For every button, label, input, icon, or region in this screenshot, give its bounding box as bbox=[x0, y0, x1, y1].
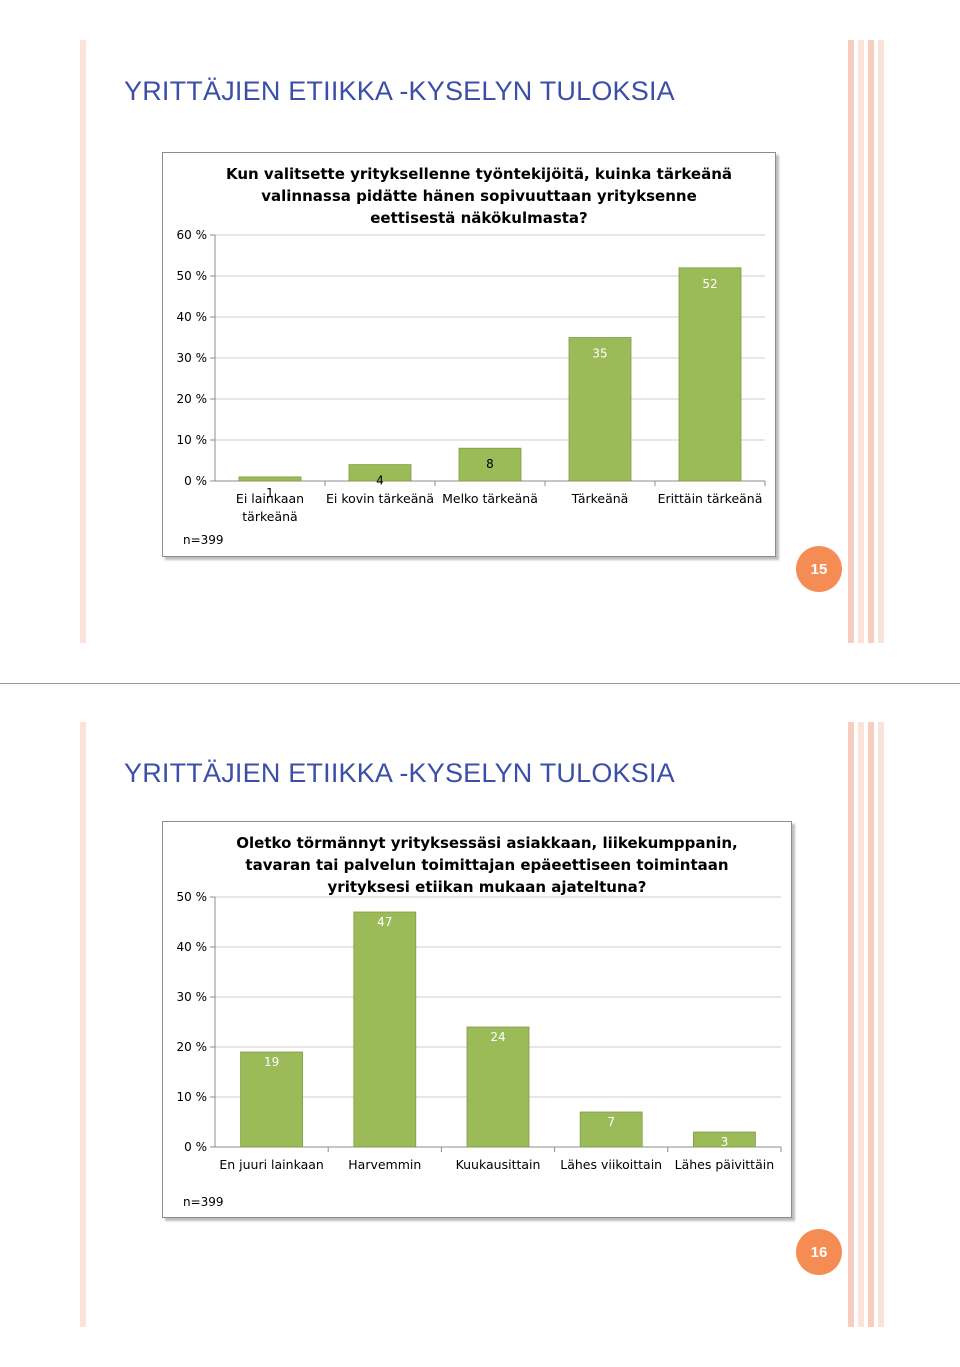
decor-stripe bbox=[858, 722, 864, 1327]
bar bbox=[678, 267, 742, 482]
data-label: 47 bbox=[377, 915, 392, 929]
data-label: 52 bbox=[702, 277, 717, 291]
bar bbox=[458, 447, 522, 482]
decor-stripe bbox=[868, 40, 874, 643]
data-label: 1 bbox=[266, 486, 274, 500]
bar bbox=[348, 464, 412, 482]
category-label: Ei lainkaan bbox=[236, 491, 304, 506]
chart-title: Kun valitsette yrityksellenne työntekijö… bbox=[203, 163, 755, 229]
y-tick-label: 0 % bbox=[184, 1140, 207, 1154]
category-label: Melko tärkeänä bbox=[442, 491, 538, 506]
decor-stripe bbox=[848, 40, 854, 643]
data-label: 4 bbox=[376, 474, 384, 488]
bar bbox=[579, 1111, 643, 1148]
category-label: tärkeänä bbox=[242, 509, 297, 524]
y-tick-label: 40 % bbox=[177, 310, 208, 324]
category-label: Erittäin tärkeänä bbox=[658, 491, 763, 506]
data-label: 8 bbox=[486, 457, 494, 471]
slide-15: YRITTÄJIEN ETIIKKA -KYSELYN TULOKSIA Kun… bbox=[0, 0, 960, 683]
y-tick-label: 50 % bbox=[177, 890, 208, 904]
category-label: Ei kovin tärkeänä bbox=[326, 491, 434, 506]
decor-stripe bbox=[868, 722, 874, 1327]
sample-size-label: n=399 bbox=[183, 1195, 224, 1209]
bar bbox=[466, 1026, 530, 1148]
y-tick-label: 30 % bbox=[177, 351, 208, 365]
slide-16: YRITTÄJIEN ETIIKKA -KYSELYN TULOKSIA Ole… bbox=[0, 684, 960, 1367]
chart-panel: Oletko törmännyt yrityksessäsi asiakkaan… bbox=[162, 821, 792, 1218]
chart-title-line: Kun valitsette yrityksellenne työntekijö… bbox=[225, 165, 733, 183]
chart-title-line: yrityksesi etiikan mukaan ajateltuna? bbox=[327, 878, 647, 896]
category-label: Lähes viikoittain bbox=[560, 1157, 662, 1172]
data-label: 3 bbox=[721, 1135, 729, 1149]
decor-stripe bbox=[80, 722, 86, 1327]
y-tick-label: 40 % bbox=[177, 940, 208, 954]
category-label: En juuri lainkaan bbox=[219, 1157, 323, 1172]
y-tick-label: 50 % bbox=[177, 269, 208, 283]
chart-panel: Kun valitsette yrityksellenne työntekijö… bbox=[162, 152, 776, 557]
chart-title-line: eettisestä näkökulmasta? bbox=[370, 209, 588, 227]
category-label: Kuukausittain bbox=[456, 1157, 541, 1172]
y-tick-label: 10 % bbox=[177, 433, 208, 447]
slide-title: YRITTÄJIEN ETIIKKA -KYSELYN TULOKSIA bbox=[124, 758, 675, 788]
y-tick-label: 20 % bbox=[177, 392, 208, 406]
bar bbox=[238, 476, 302, 482]
y-tick-label: 60 % bbox=[177, 228, 208, 242]
chart-title: Oletko törmännyt yrityksessäsi asiakkaan… bbox=[203, 832, 771, 898]
bar bbox=[353, 911, 417, 1148]
slide-divider bbox=[0, 683, 960, 684]
data-label: 7 bbox=[607, 1115, 615, 1129]
y-tick-label: 30 % bbox=[177, 990, 208, 1004]
page-number-badge: 15 bbox=[796, 546, 842, 592]
category-label: Tärkeänä bbox=[571, 491, 629, 506]
page-number-badge: 16 bbox=[796, 1229, 842, 1275]
decor-stripe bbox=[878, 40, 884, 643]
bar bbox=[240, 1051, 303, 1148]
category-label: Harvemmin bbox=[348, 1157, 421, 1172]
chart-title-line: tavaran tai palvelun toimittajan epäeett… bbox=[245, 856, 729, 874]
y-tick-label: 20 % bbox=[177, 1040, 208, 1054]
chart-title-line: valinnassa pidätte hänen sopivuuttaan yr… bbox=[261, 187, 697, 205]
decor-stripe bbox=[848, 722, 854, 1327]
y-tick-label: 10 % bbox=[177, 1090, 208, 1104]
bar bbox=[568, 337, 632, 482]
y-tick-label: 0 % bbox=[184, 474, 207, 488]
bar-chart: 0 % 10 % 20 % 30 % 40 % 50 % 19 En juuri lainka… bbox=[177, 890, 782, 1172]
slide-title: YRITTÄJIEN ETIIKKA -KYSELYN TULOKSIA bbox=[124, 76, 675, 106]
decor-stripe bbox=[80, 40, 86, 643]
decor-stripe bbox=[858, 40, 864, 643]
bar bbox=[693, 1131, 756, 1148]
data-label: 24 bbox=[490, 1030, 505, 1044]
data-label: 35 bbox=[592, 347, 607, 361]
chart-title-line: Oletko törmännyt yrityksessäsi asiakkaan… bbox=[236, 834, 738, 852]
bar-chart: 0 % 10 % 20 % 30 % 40 % 50 % 60 % 1Ei lainkaan t… bbox=[177, 228, 766, 524]
data-label: 19 bbox=[264, 1055, 279, 1069]
decor-stripe bbox=[878, 722, 884, 1327]
category-label: Lähes päivittäin bbox=[675, 1157, 775, 1172]
sample-size-label: n=399 bbox=[183, 533, 224, 547]
